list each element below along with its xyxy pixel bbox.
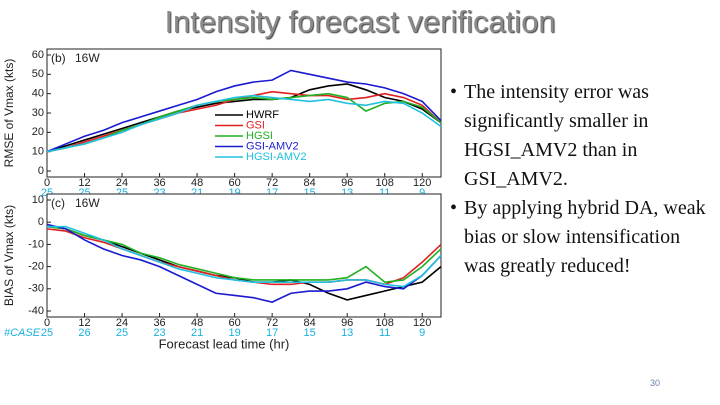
legend-label: HGSI-AMV2 <box>246 151 307 163</box>
y-tick-label: 0 <box>38 216 44 228</box>
case-count: 17 <box>266 327 278 339</box>
x-tick-label: 72 <box>266 177 278 189</box>
y-axis-label: BIAS of Vmax (kts) <box>2 205 16 306</box>
x-tick-label: 84 <box>304 317 316 329</box>
case-count: 26 <box>78 327 90 339</box>
x-tick-label: 48 <box>191 177 203 189</box>
x-tick-label: 12 <box>78 177 90 189</box>
x-tick-label: 48 <box>191 317 203 329</box>
case-count: 11 <box>379 327 390 339</box>
case-count: 25 <box>41 327 53 339</box>
legend-label: HGSI <box>246 130 273 142</box>
legend-label: HWRF <box>246 109 279 121</box>
plot-frame <box>46 193 442 318</box>
y-tick-label: 60 <box>32 49 44 61</box>
series-line <box>46 92 442 153</box>
case-count: 25 <box>116 327 128 339</box>
case-count: 9 <box>419 187 425 199</box>
case-count: 9 <box>419 327 425 339</box>
series-line <box>46 225 442 301</box>
bullet-list: The intensity error was significantly sm… <box>450 78 712 281</box>
x-tick-label: 108 <box>376 177 394 189</box>
series-line <box>46 225 442 283</box>
case-count: 15 <box>304 327 316 339</box>
x-tick-label: 96 <box>341 317 353 329</box>
case-count: 13 <box>341 327 353 339</box>
case-label: #CASE <box>4 327 41 339</box>
y-tick-label: 20 <box>32 126 44 138</box>
series-line <box>46 94 442 153</box>
series-line <box>46 223 442 303</box>
case-count: 21 <box>191 327 203 339</box>
storm-label: 16W <box>75 51 100 65</box>
y-tick-label: 10 <box>32 194 44 206</box>
case-count: 19 <box>228 327 240 339</box>
x-tick-label: 12 <box>78 317 90 329</box>
x-tick-label: 96 <box>341 177 353 189</box>
y-tick-label: 50 <box>32 68 44 80</box>
y-tick-label: -10 <box>28 238 44 250</box>
legend-label: GSI-AMV2 <box>246 140 299 152</box>
x-tick-label: 36 <box>153 177 165 189</box>
x-tick-label: 60 <box>228 317 240 329</box>
series-line <box>46 90 442 153</box>
case-count: 23 <box>153 327 165 339</box>
x-tick-label: 120 <box>413 177 431 189</box>
x-tick-label: 60 <box>228 177 240 189</box>
y-tick-label: 10 <box>32 146 44 158</box>
panel-label: (b) <box>51 51 66 65</box>
x-tick-label: 108 <box>376 317 394 329</box>
case-count: 11 <box>379 187 390 199</box>
bullet: By applying hybrid DA, weak bias or slow… <box>450 194 712 281</box>
x-tick-label: 84 <box>304 177 316 189</box>
y-tick-label: 30 <box>32 107 44 119</box>
x-tick-label: 24 <box>116 317 128 329</box>
y-tick-label: 40 <box>32 88 44 100</box>
x-tick-label: 0 <box>44 317 50 329</box>
page-number: 30 <box>650 378 661 388</box>
legend-label: GSI <box>246 119 265 131</box>
y-tick-label: 0 <box>38 165 44 177</box>
y-tick-label: -20 <box>28 261 44 273</box>
slide-title: Intensity forecast verification <box>164 4 556 39</box>
panel-label: (c) <box>51 196 65 210</box>
y-tick-label: -40 <box>28 305 44 317</box>
x-tick-label: 120 <box>413 317 431 329</box>
x-tick-label: 24 <box>116 177 128 189</box>
x-axis-label: Forecast lead time (hr) <box>159 336 290 351</box>
x-tick-label: 36 <box>153 317 165 329</box>
y-tick-label: -30 <box>28 283 44 295</box>
series-line <box>46 69 442 153</box>
x-tick-label: 0 <box>44 177 50 189</box>
x-tick-label: 72 <box>266 317 278 329</box>
series-line <box>47 225 442 288</box>
plot-frame <box>46 48 442 178</box>
y-axis-label: RMSE of Vmax (kts) <box>2 59 16 168</box>
bullet: The intensity error was significantly sm… <box>450 78 712 194</box>
charts: 0102030405060025122524253623482160197217… <box>2 48 442 351</box>
series-line <box>46 83 442 153</box>
storm-label: 16W <box>75 196 100 210</box>
